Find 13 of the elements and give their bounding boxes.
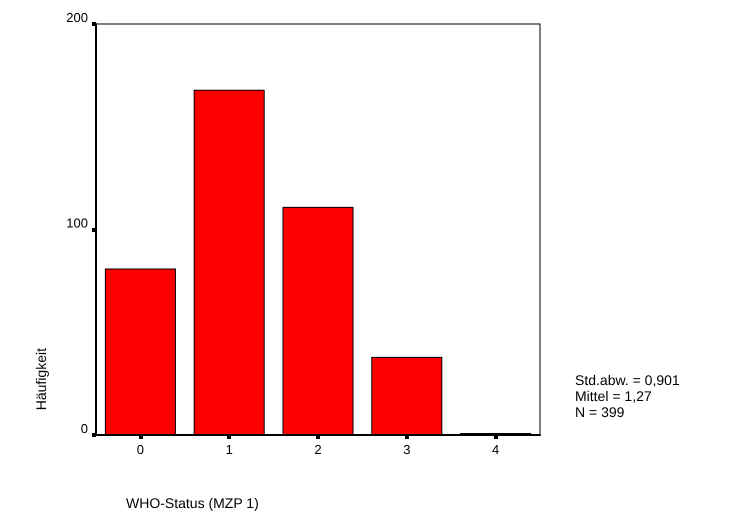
y-axis-title: Häufigkeit — [33, 348, 49, 410]
x-tick-label: 3 — [403, 442, 410, 457]
y-tick-label: 100 — [66, 216, 88, 230]
text: Mittel = 1,27 — [575, 388, 652, 404]
text: Std.abw. = 0,901 — [575, 372, 680, 388]
x-tick-label: 1 — [226, 442, 233, 457]
x-axis-title: WHO-Status (MZP 1) — [126, 495, 259, 511]
text: N = 399 — [575, 404, 625, 420]
y-tick-label: 0 — [80, 421, 88, 436]
x-tick-label: 0 — [136, 442, 144, 457]
x-tick-label: 4 — [492, 442, 500, 457]
y-tick-label: 200 — [66, 10, 88, 25]
x-tick-label: 2 — [314, 442, 322, 457]
